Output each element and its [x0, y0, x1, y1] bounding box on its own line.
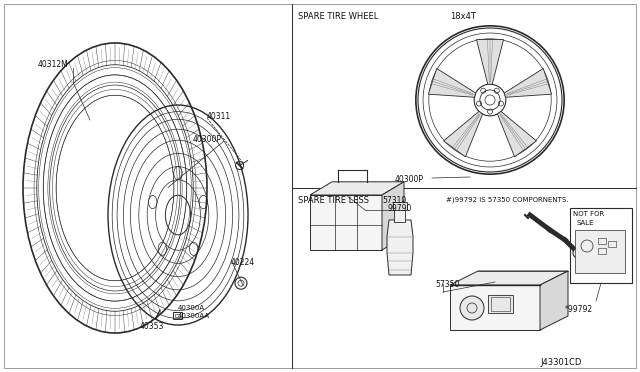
Polygon shape [540, 271, 568, 330]
Polygon shape [450, 271, 568, 285]
Bar [488, 295, 513, 313]
Text: 40300P: 40300P [395, 175, 424, 184]
Bar [394, 202, 406, 210]
Polygon shape [477, 39, 504, 84]
Text: NOT FOR: NOT FOR [573, 211, 604, 217]
Polygon shape [497, 111, 536, 157]
Circle shape [460, 296, 484, 320]
Polygon shape [387, 220, 413, 275]
Bar [608, 241, 616, 247]
Text: SPARE TIRE LESS: SPARE TIRE LESS [298, 196, 369, 205]
Bar [491, 297, 510, 311]
Text: J43301CD: J43301CD [540, 358, 581, 367]
Polygon shape [444, 111, 483, 157]
Text: 40353: 40353 [140, 322, 164, 331]
Text: SPARE TIRE WHEEL: SPARE TIRE WHEEL [298, 12, 378, 21]
Text: 40300P: 40300P [193, 135, 222, 144]
Polygon shape [310, 195, 382, 250]
Text: 18x4T: 18x4T [450, 12, 476, 21]
Text: SALE: SALE [577, 220, 595, 226]
Bar [575, 230, 625, 273]
Bar [173, 312, 182, 319]
Text: 40312M: 40312M [38, 60, 68, 69]
Text: 40311: 40311 [207, 112, 231, 121]
Bar [598, 248, 606, 254]
Bar [598, 238, 606, 244]
Circle shape [573, 248, 583, 258]
Text: 99790: 99790 [388, 204, 412, 213]
Polygon shape [428, 68, 476, 97]
Text: 40300A: 40300A [178, 305, 205, 311]
Bar [394, 208, 406, 222]
Text: 40224: 40224 [231, 258, 255, 267]
Polygon shape [504, 68, 552, 97]
Text: *99792: *99792 [565, 305, 593, 314]
Polygon shape [310, 182, 404, 195]
Bar [570, 208, 632, 283]
Text: 57350: 57350 [435, 280, 460, 289]
Text: 40300AA: 40300AA [178, 313, 210, 319]
Bar [175, 314, 180, 317]
Text: 57310: 57310 [382, 196, 406, 205]
Polygon shape [450, 285, 540, 330]
Polygon shape [382, 182, 404, 250]
Text: #)99792 IS 57350 COMPORNENTS.: #)99792 IS 57350 COMPORNENTS. [446, 196, 568, 202]
